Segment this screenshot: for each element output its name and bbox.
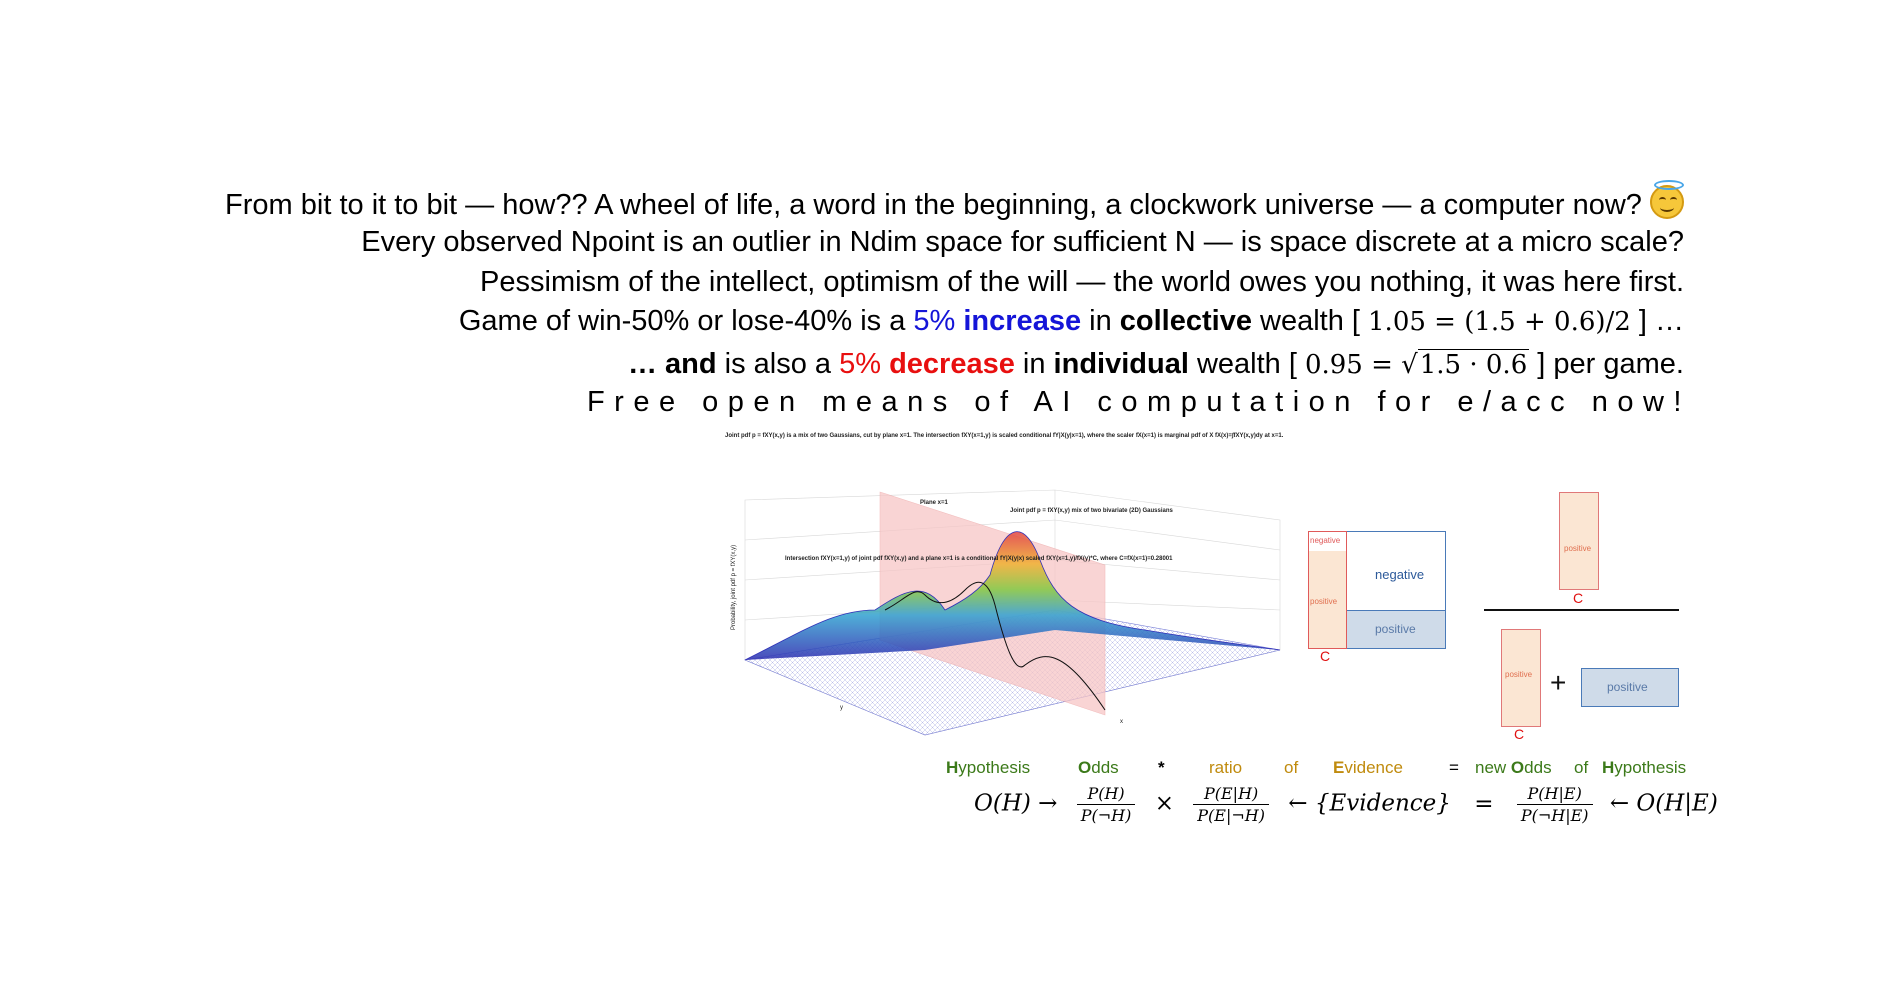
line5-percent: 5% xyxy=(839,348,890,380)
line5-and: … and xyxy=(627,348,717,380)
plus-sign: + xyxy=(1550,667,1567,698)
word-new-odds: new Odds xyxy=(1475,758,1552,777)
headline-line-1-text: From bit to it to bit — how?? A wheel of… xyxy=(225,189,1642,221)
right-top-c-label: C xyxy=(1573,590,1584,606)
right-bottom-positive-big-box xyxy=(1581,668,1679,707)
line4-part-a: Game of win-50% or lose-40% is a xyxy=(458,305,914,337)
formula-evidence: ← {Evidence} xyxy=(1288,790,1451,817)
intersection-label: Intersection fXY(x=1,y) of joint pdf fXY… xyxy=(785,556,1173,562)
word-equals: = xyxy=(1449,758,1459,777)
right-bottom-positive-box xyxy=(1501,629,1541,727)
word-star: * xyxy=(1158,758,1165,777)
word-of-1: of xyxy=(1284,758,1299,777)
smiling-face-with-halo-icon xyxy=(1650,180,1684,219)
line5-decrease: decrease xyxy=(889,348,1015,380)
formula-posterior-fraction: P(H|E) P(¬H|E) xyxy=(1516,784,1593,825)
word-of-2: of xyxy=(1574,758,1589,777)
line4-in: in xyxy=(1081,305,1120,337)
headline-line-4: Game of win-50% or lose-40% is a 5% incr… xyxy=(459,303,1684,340)
word-odds: Odds xyxy=(1078,758,1119,777)
line5-formula-sqrt: 1.5 · 0.6 xyxy=(1417,349,1530,380)
word-hypothesis-2: Hypothesis xyxy=(1602,758,1687,777)
headline-line-6: Free open means of AI computation for e/… xyxy=(586,386,1691,418)
line5-in: in xyxy=(1014,348,1054,380)
word-ratio: ratio xyxy=(1209,758,1243,777)
right-bottom-c-label: C xyxy=(1514,726,1525,742)
left-negative-big-label: negative xyxy=(1375,567,1425,582)
headline-line-3: Pessimism of the intellect, optimism of … xyxy=(480,266,1684,298)
left-c-label: C xyxy=(1320,648,1331,664)
right-bottom-positive-big-label: positive xyxy=(1607,680,1648,694)
x-axis-label: x xyxy=(1120,719,1123,725)
line4-wealth: wealth [ xyxy=(1251,305,1369,337)
line4-increase: increase xyxy=(963,305,1082,337)
formula-posterior-odds: ← O(H|E) xyxy=(1609,790,1718,817)
left-positive-small-label: positive xyxy=(1310,597,1338,606)
line5-formula-left: 0.95 = xyxy=(1304,350,1402,380)
surface-hills xyxy=(745,531,1280,660)
formula-equals: = xyxy=(1474,790,1494,817)
line4-collective: collective xyxy=(1119,305,1252,337)
line4-end: ] … xyxy=(1630,305,1684,337)
intersection-curve xyxy=(884,581,1106,711)
left-negative-small-label: negative xyxy=(1310,536,1341,545)
bayes-formula: O(H) → P(H) P(¬H) × P(E|H) P(E|¬H) ← {Evid… xyxy=(974,784,1718,825)
headline-line-2: Every observed Npoint is an outlier in N… xyxy=(361,226,1684,258)
line4-formula: 1.05 = (1.5 + 0.6)/2 xyxy=(1368,307,1631,337)
word-hypothesis: Hypothesis xyxy=(946,758,1031,777)
plot-caption: Joint pdf p = fXY(x,y) is a mix of two G… xyxy=(725,433,1284,439)
line5-end: ] per game. xyxy=(1529,348,1684,380)
plane-label: Plane x=1 xyxy=(920,500,949,506)
fraction-bar xyxy=(1484,609,1679,611)
word-evidence: Evidence xyxy=(1333,758,1403,777)
joint-pdf-3d-plot: Intersection fXY(x=1,y) of joint pdf fXY… xyxy=(731,489,1281,736)
headline-line-1: From bit to it to bit — how?? A wheel of… xyxy=(225,180,1684,223)
left-positive-big-label: positive xyxy=(1375,622,1416,636)
right-top-positive-box xyxy=(1559,492,1599,590)
left-positive-small-fill xyxy=(1309,551,1346,648)
line5-part-b: is also a xyxy=(716,348,840,380)
joint-pdf-label: Joint pdf p = fXY(x,y) mix of two bivari… xyxy=(1010,508,1174,514)
right-top-positive-label: positive xyxy=(1564,544,1592,553)
left-positive-big-fill xyxy=(1347,610,1445,648)
y-axis-label: y xyxy=(840,705,843,711)
line5-wealth: wealth [ xyxy=(1188,348,1305,380)
left-c-column xyxy=(1308,531,1347,649)
right-bottom-positive-label: positive xyxy=(1505,670,1533,679)
z-axis-label: Probability, joint pdf p = fXY(x,y) xyxy=(731,545,737,630)
headline-line-5: … and is also a 5% decrease in individua… xyxy=(627,348,1684,380)
formula-times: × xyxy=(1154,790,1174,817)
formula-prior-fraction: P(H) P(¬H) xyxy=(1076,784,1136,825)
formula-likelihood-fraction: P(E|H) P(E|¬H) xyxy=(1193,784,1269,825)
line5-individual: individual xyxy=(1053,348,1189,380)
formula-prior-odds: O(H) → xyxy=(974,790,1058,817)
surface-outline xyxy=(744,531,1281,661)
line4-percent: 5% xyxy=(913,305,964,337)
